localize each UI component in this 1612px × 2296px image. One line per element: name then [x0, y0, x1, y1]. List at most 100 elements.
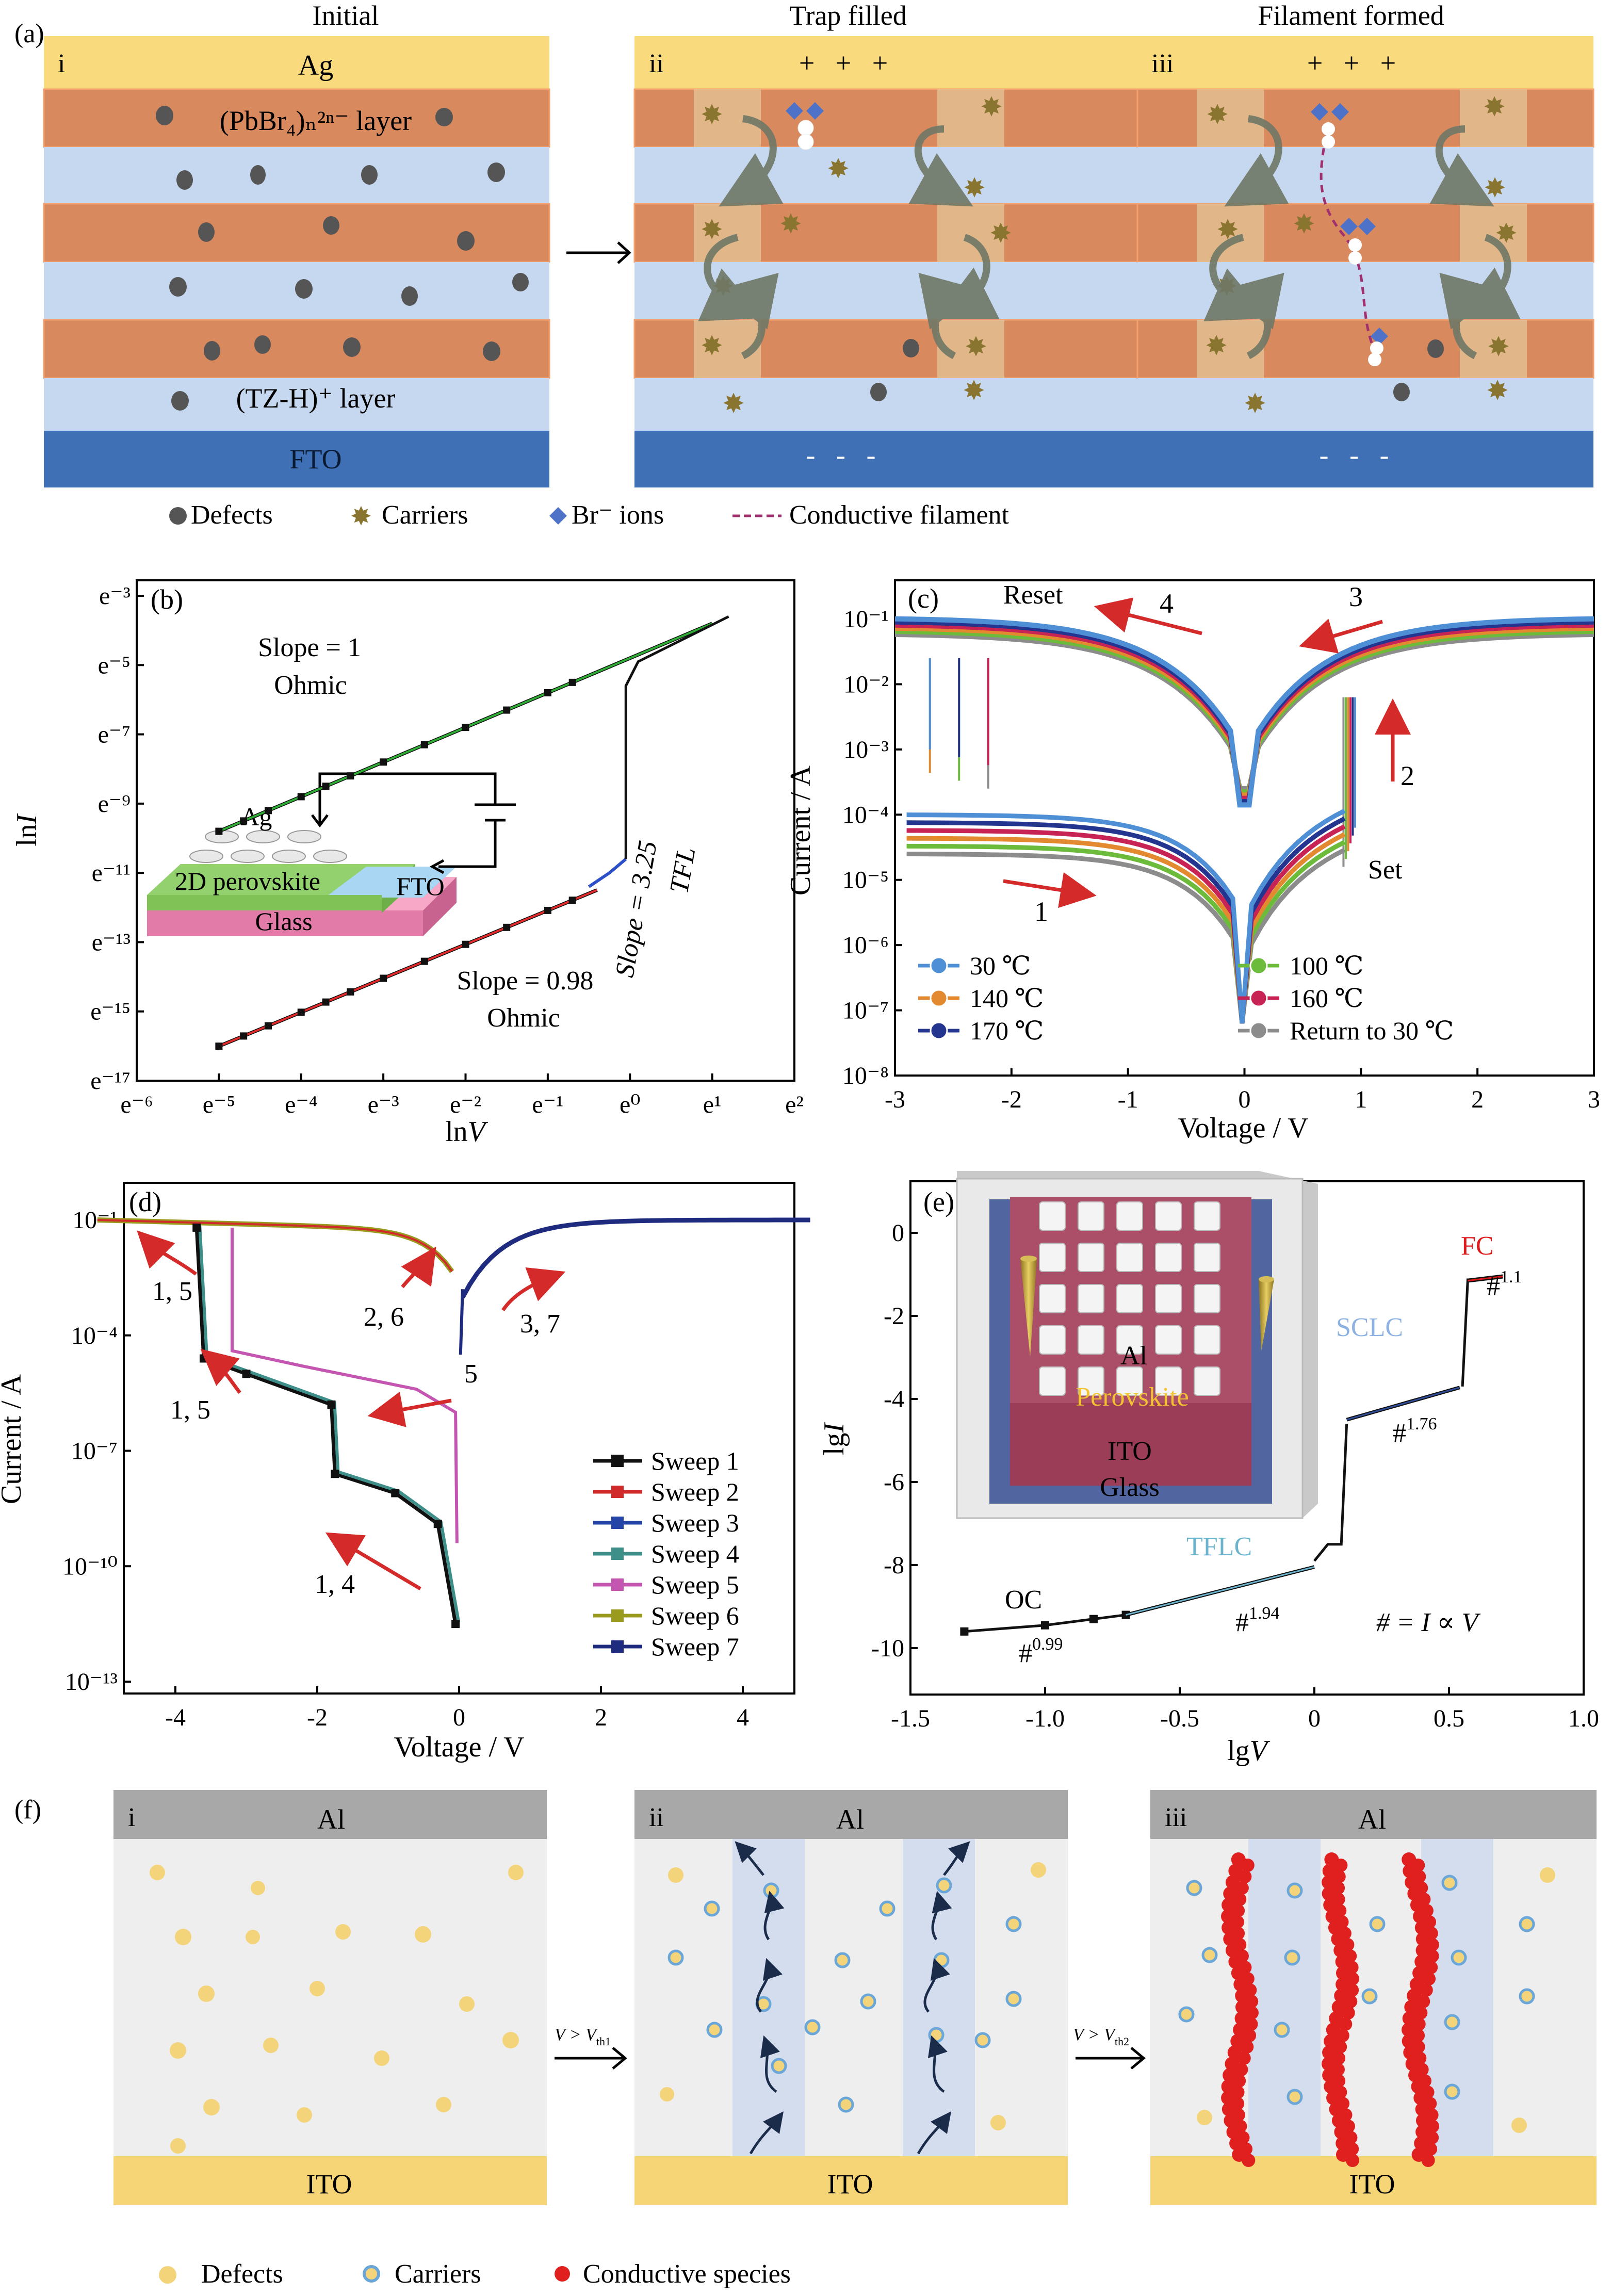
- panel-d-sweep7: [460, 1217, 810, 1299]
- legend-c-marker: [930, 956, 948, 975]
- panel-c-ytick-label: 10⁻⁴: [842, 801, 889, 828]
- svg-text:✸: ✸: [965, 333, 987, 362]
- conductive-species-dot: [1425, 1949, 1439, 1963]
- panel-b-xtick-label: e⁻⁵: [203, 1091, 235, 1118]
- legend-f-defects: Defects: [201, 2259, 283, 2289]
- panel-f-device-i: i Al ITO: [113, 1790, 547, 2205]
- svg-text:✸: ✸: [980, 93, 1003, 122]
- panel-f-device-iii: iii Al ITO: [1150, 1790, 1597, 2205]
- panel-a-legend: Defects ✸ Carriers Br⁻ ions Conductive f…: [169, 500, 1009, 531]
- panel-c-lrs-curve: [906, 832, 1346, 1024]
- panel-b-marker: [503, 706, 511, 714]
- panel-c-lrs-curve: [906, 808, 1346, 1024]
- panel-d-marker: [242, 1370, 251, 1378]
- legend-c-marker: [930, 989, 948, 1007]
- panel-b-label: (b): [151, 584, 183, 615]
- panel-c-hrs-curve: [894, 616, 1594, 808]
- panel-f-al-ii: Al: [836, 1804, 864, 1835]
- inset-perovskite-label: 2D perovskite: [175, 867, 320, 895]
- panel-a-device-iii: iii + + + - - - ✸ ✸ ✸ ✸✸✸ ✸✸✸ ✸ ✸: [1136, 36, 1594, 487]
- panel-d-sweep3-drop: [459, 1289, 464, 1355]
- panel-c-lrs-curve: [906, 840, 1346, 1024]
- panel-b-marker: [215, 827, 223, 835]
- panel-c-ytick-label: 10⁻⁶: [842, 932, 889, 959]
- panel-c-ann-3: 3: [1349, 581, 1363, 612]
- panel-c-hrs-curve: [894, 622, 1594, 801]
- panel-a-plus-iii: + + +: [1307, 47, 1396, 78]
- panel-f: (f) i Al ITO V > Vth1: [14, 1790, 1597, 2289]
- panel-e-xtick-label: -1.5: [891, 1705, 930, 1732]
- panel-e-tflc-fit: [1126, 1566, 1315, 1616]
- panel-d-marker: [451, 1620, 460, 1629]
- legend-c-marker: [930, 1021, 948, 1040]
- panel-d-ytick-label: 10⁻⁷: [71, 1438, 118, 1465]
- panel-a-roman-i: i: [58, 49, 65, 78]
- panel-d-ann-15a: 1, 5: [152, 1277, 192, 1306]
- panel-c-ylabel: Current / A: [785, 765, 817, 895]
- panel-b-marker: [347, 988, 354, 996]
- panel-b-ylabel: lnI: [11, 813, 43, 847]
- inset-ito-label: ITO: [1108, 1437, 1152, 1466]
- inset-perovskite-label-e: Perovskite: [1076, 1382, 1189, 1412]
- panel-b-marker: [265, 1022, 272, 1030]
- conductive-species-dot: [1424, 2142, 1438, 2156]
- panel-b: (b) e⁻⁶ e⁻⁵ e⁻⁴ e⁻³ e⁻² e⁻¹ e⁰ e¹ e² e⁻³e⁻⁵e⁻⁷e⁻…: [11, 579, 804, 1148]
- svg-text:✸: ✸: [963, 174, 986, 203]
- panel-b-marker: [297, 1008, 305, 1016]
- panel-f-vth1: V > Vth1: [555, 2025, 611, 2048]
- panel-e-ann-fc: FC: [1461, 1231, 1494, 1261]
- panel-d-ann-5: 5: [464, 1359, 478, 1389]
- legend-c-label: 170 ℃: [970, 1016, 1044, 1045]
- legend-c-label: 30 ℃: [970, 951, 1031, 980]
- panel-c-ann-1: 1: [1034, 896, 1048, 927]
- panel-b-xtick-label: e⁻³: [368, 1091, 399, 1118]
- br-ion-cluster: [786, 102, 824, 150]
- panel-c-x-ticks: -3 -2 -1 0 1 2 3: [885, 1068, 1600, 1113]
- conductive-species-dot: [1243, 2029, 1257, 2042]
- panel-f-roman-i: i: [128, 1803, 135, 1832]
- inset-fto-label: FTO: [396, 872, 445, 901]
- panel-d-xlabel: Voltage / V: [394, 1731, 524, 1763]
- panel-a: (a) Initial Trap filled Filament formed …: [14, 0, 1594, 531]
- panel-b-axes: [136, 579, 795, 1082]
- conductive-species-dot: [1333, 2040, 1347, 2054]
- panel-e-oc-marker: [960, 1627, 969, 1636]
- panel-e-ylabel: lgI: [818, 1422, 850, 1456]
- panel-e-relation: # = I ∝ V: [1376, 1608, 1481, 1637]
- panel-c-ann-reset: Reset: [1003, 580, 1063, 610]
- panel-b-fit-slope098: [218, 889, 598, 1047]
- panel-e-ytick-label: -4: [884, 1386, 904, 1413]
- svg-text:✸: ✸: [701, 332, 723, 361]
- conductive-species-dot: [1416, 1995, 1430, 2008]
- legend-c-marker: [1249, 1021, 1268, 1040]
- panel-e-exp-sclc: #1.76: [1393, 1414, 1437, 1448]
- panel-a-arrow-1: [566, 241, 631, 264]
- panel-c-legend: 30 ℃ 100 ℃ 140 ℃ 160 ℃ 170 ℃ Return to 30 ℃: [918, 951, 1454, 1045]
- panel-b-marker: [420, 741, 428, 748]
- conductive-species-dot: [1422, 1972, 1436, 1985]
- panel-e-ann-sclc: SCLC: [1336, 1313, 1403, 1342]
- panel-d-sweep5: [231, 1227, 459, 1543]
- panel-c-hrs-curve: [894, 619, 1594, 804]
- panel-e-exp-oc: #0.99: [1019, 1635, 1063, 1668]
- conductive-species-dot: [1421, 2154, 1435, 2167]
- legend-d-label: Sweep 5: [651, 1570, 739, 1599]
- panel-c-ann-4: 4: [1160, 588, 1174, 619]
- panel-b-xtick-label: e⁻⁶: [120, 1091, 153, 1118]
- panel-b-ytick-label: e⁻¹¹: [92, 859, 131, 887]
- legend-d-marker: [611, 1486, 624, 1498]
- conductive-species-dot: [1336, 2029, 1349, 2042]
- panel-e-oc-marker: [1089, 1615, 1098, 1623]
- conductive-species-dot: [1238, 1870, 1252, 1883]
- panel-f-ito-iii: ITO: [1349, 2169, 1395, 2200]
- panel-b-ytick-label: e⁻⁵: [98, 652, 131, 679]
- panel-b-ann-slope2: Slope = 0.98: [457, 966, 594, 996]
- svg-text:✸: ✸: [1205, 332, 1228, 361]
- panel-c-curves: [894, 616, 1594, 1024]
- conductive-species-dot: [1345, 2154, 1359, 2167]
- legend-br-ions: Br⁻ ions: [572, 500, 664, 530]
- legend-d-marker: [611, 1517, 624, 1529]
- panel-e-ytick-label: -10: [871, 1635, 904, 1662]
- panel-e-xtick-label: -0.5: [1160, 1705, 1199, 1732]
